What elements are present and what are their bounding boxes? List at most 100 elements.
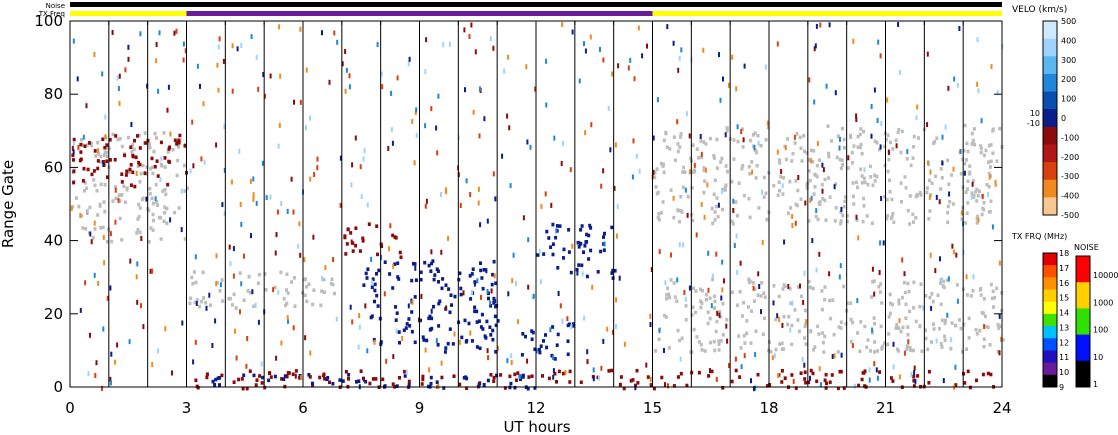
scatter-cell — [836, 134, 840, 138]
scatter-cell — [134, 155, 138, 160]
scatter-cell — [987, 160, 990, 164]
scatter-cell — [870, 295, 874, 299]
scatter-cell — [665, 145, 669, 149]
scatter-cell — [979, 293, 983, 297]
scatter-cell — [408, 324, 412, 328]
scatter-cell — [820, 307, 824, 312]
scatter-cell — [826, 124, 830, 128]
noise-cell — [972, 274, 975, 280]
noise-cell — [944, 124, 947, 130]
scatter-cell — [860, 174, 864, 178]
scatter-cell — [814, 214, 818, 219]
scatter-cell — [821, 340, 825, 345]
scatter-cell — [837, 325, 841, 329]
scatter-cell — [261, 375, 265, 380]
scatter-cell — [700, 155, 704, 160]
scatter-cell — [817, 332, 821, 336]
scatter-cell — [840, 126, 844, 131]
scatter-cell — [799, 371, 803, 375]
scatter-cell — [701, 288, 704, 293]
scatter-cell — [781, 192, 785, 196]
scatter-cell — [762, 195, 766, 199]
noise-cell — [716, 310, 719, 316]
scatter-cell — [444, 283, 448, 287]
scatter-cell — [159, 215, 163, 220]
scatter-cell — [875, 141, 879, 145]
scatter-cell — [676, 142, 680, 146]
noise-cell — [732, 208, 735, 213]
noise-cell — [583, 315, 586, 321]
scatter-cell — [657, 212, 661, 216]
scatter-cell — [177, 141, 181, 145]
scatter-cell — [740, 127, 744, 132]
scatter-cell — [713, 218, 717, 222]
scatter-cell — [653, 175, 657, 179]
noise-cell — [550, 202, 553, 208]
scatter-cell — [183, 163, 186, 168]
scatter-cell — [807, 158, 811, 162]
scatter-cell — [897, 298, 901, 302]
scatter-cell — [240, 377, 244, 381]
scatter-cell — [156, 203, 160, 208]
scatter-cell — [613, 269, 617, 273]
scatter-cell — [465, 386, 469, 390]
noise-cell — [598, 375, 600, 381]
scatter-cell — [269, 375, 273, 379]
noise-cell — [471, 289, 473, 295]
txfreq-label: 13 — [1059, 323, 1069, 332]
velocity-label: -500 — [1061, 211, 1079, 220]
noise-cell — [362, 156, 365, 162]
scatter-cell — [553, 357, 557, 361]
scatter-cell — [789, 206, 793, 210]
scatter-cell — [252, 373, 256, 378]
noise-cell — [720, 188, 723, 194]
noise-cell — [935, 194, 938, 200]
scatter-cell — [149, 166, 153, 171]
scatter-cell — [663, 313, 666, 318]
scatter-cell — [238, 271, 242, 275]
scatter-cell — [777, 294, 781, 299]
scatter-cell — [908, 346, 912, 350]
noise-label: 100 — [1093, 326, 1108, 335]
scatter-cell — [676, 328, 680, 333]
noise-cell — [680, 47, 683, 53]
noise-cell — [297, 243, 300, 249]
scatter-cell — [747, 277, 751, 282]
scatter-cell — [567, 228, 571, 232]
noise-cell — [136, 261, 139, 267]
scatter-cell — [836, 386, 840, 391]
scatter-cell — [475, 309, 479, 314]
scatter-cell — [358, 249, 362, 253]
noise-cell — [344, 49, 347, 54]
noise-cell — [275, 355, 278, 361]
scatter-cell — [851, 320, 855, 325]
scatter-cell — [951, 202, 955, 206]
scatter-cell — [912, 134, 916, 139]
scatter-cell — [489, 304, 493, 308]
scatter-cell — [155, 159, 159, 163]
noise-cell — [435, 125, 438, 131]
scatter-cell — [844, 322, 848, 326]
scatter-cell — [419, 270, 423, 275]
scatter-cell — [842, 386, 846, 390]
noise-cell — [480, 294, 482, 300]
noise-cell — [93, 220, 96, 226]
scatter-cell — [890, 197, 894, 202]
noise-cell — [794, 220, 797, 226]
scatter-cell — [794, 202, 798, 207]
noise-cell — [71, 145, 74, 151]
noise-cell — [473, 281, 476, 287]
scatter-cell — [373, 282, 377, 287]
noise-cell — [396, 75, 399, 81]
noise-cell — [683, 290, 686, 295]
scatter-cell — [886, 169, 890, 174]
scatter-cell — [381, 377, 385, 382]
tx-freq-segment-1 — [186, 11, 653, 16]
noise-cell — [208, 292, 211, 298]
scatter-cell — [486, 378, 490, 383]
noise-cell — [780, 169, 783, 175]
scatter-cell — [971, 179, 975, 183]
scatter-cell — [777, 158, 781, 162]
scatter-cell — [263, 385, 267, 390]
